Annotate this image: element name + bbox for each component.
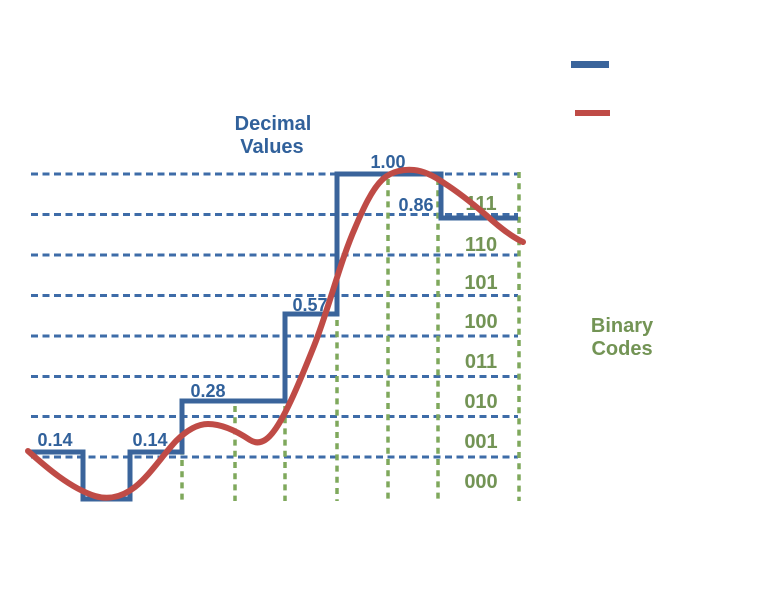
decimal-value-label: 0.57	[292, 295, 327, 315]
binary-codes-title-line1: Binary	[591, 315, 654, 337]
legend-sampled-signal-swatch	[571, 61, 609, 68]
decimal-value-label: 1.00	[370, 152, 405, 172]
quantization-level-gridlines	[31, 172, 518, 459]
decimal-value-label: 0.86	[398, 195, 433, 215]
binary-code-label: 011	[465, 351, 497, 373]
decimal-values-title: Decimal Values	[235, 113, 312, 158]
analog-signal-curve	[25, 166, 526, 501]
binary-code-label: 000	[464, 471, 497, 493]
decimal-values-title-line1: Decimal	[235, 113, 312, 135]
decimal-value-label: 0.14	[132, 430, 167, 450]
decimal-value-labels: 0.14 0.14 0.28 0.57 1.00 0.86	[37, 152, 433, 450]
binary-code-label: 110	[465, 234, 497, 256]
decimal-values-title-line2: Values	[240, 136, 303, 158]
binary-code-label: 100	[464, 311, 497, 333]
binary-codes-title-line2: Codes	[591, 338, 652, 360]
binary-code-label: 111	[465, 193, 496, 215]
binary-code-labels: 111 110 101 100 011 010 001 000	[464, 193, 497, 493]
binary-code-label: 001	[464, 431, 497, 453]
decimal-value-label: 0.14	[37, 430, 72, 450]
decimal-value-label: 0.28	[190, 381, 225, 401]
legend-analog-signal-swatch	[575, 110, 610, 116]
binary-codes-title: Binary Codes	[591, 315, 654, 360]
binary-code-label: 010	[464, 391, 497, 413]
binary-code-label: 101	[464, 272, 497, 294]
legend	[571, 61, 610, 116]
